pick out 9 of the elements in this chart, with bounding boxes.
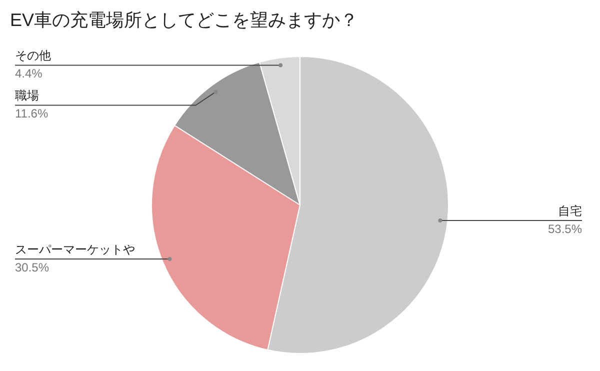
data-label: 53.5% [548, 222, 582, 236]
data-label: 11.6% [15, 106, 48, 121]
slice-label: スーパーマーケットや [15, 242, 135, 256]
slice-label: その他 [15, 48, 51, 63]
slice-label: 職場 [15, 88, 39, 103]
data-label: 4.4% [15, 66, 43, 81]
slice-label: 自宅 [558, 204, 582, 218]
data-label: 30.5% [15, 260, 50, 274]
chart-title: EV車の充電場所としてどこを望みますか？ [10, 9, 358, 32]
